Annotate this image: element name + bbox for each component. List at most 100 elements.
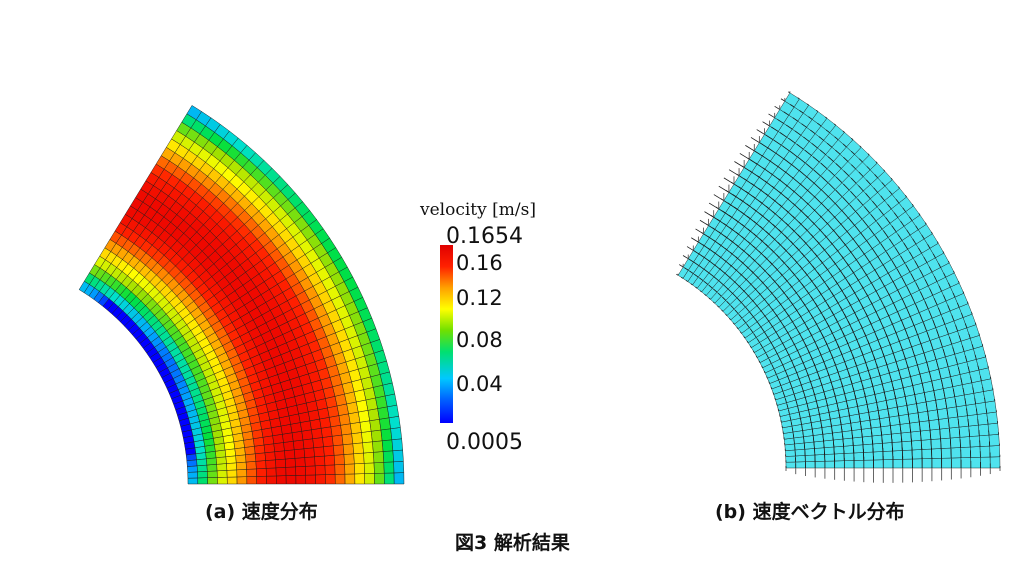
- mesh-cell: [920, 439, 932, 450]
- velocity-vector: [800, 418, 802, 425]
- velocity-vector: [745, 145, 755, 152]
- velocity-vector: [897, 289, 903, 299]
- velocity-vector: [782, 392, 786, 398]
- legend-tick-label: 0.16: [456, 251, 503, 275]
- velocity-vector: [726, 301, 731, 305]
- velocity-vector: [964, 398, 967, 406]
- mesh-cell: [899, 422, 911, 434]
- mesh-cell: [861, 435, 873, 446]
- velocity-vector: [873, 187, 878, 193]
- velocity-vector: [967, 301, 969, 304]
- mesh-cell: [936, 408, 949, 420]
- velocity-vector: [984, 354, 987, 358]
- mesh-cell: [785, 449, 796, 457]
- mesh-cell: [921, 448, 933, 459]
- velocity-vector: [776, 353, 781, 360]
- velocity-vector: [982, 386, 984, 392]
- mesh-cell: [931, 458, 942, 469]
- velocity-vector: [713, 264, 721, 270]
- velocity-vector: [858, 171, 864, 177]
- velocity-vector: [896, 310, 902, 321]
- mesh-cell: [980, 456, 991, 469]
- velocity-vector: [911, 204, 914, 207]
- mesh-cell: [970, 457, 981, 469]
- velocity-vector: [965, 355, 968, 362]
- velocity-vector: [739, 153, 750, 160]
- velocity-vector: [723, 284, 729, 290]
- velocity-vector: [738, 285, 745, 292]
- contour-cell: [235, 454, 247, 464]
- mesh-cell: [911, 440, 922, 451]
- velocity-vector: [929, 288, 934, 296]
- velocity-vector: [912, 238, 917, 245]
- contour-cell: [302, 438, 315, 449]
- velocity-vector: [958, 335, 962, 342]
- velocity-vector: [863, 253, 870, 263]
- velocity-vector: [725, 313, 728, 316]
- contour-cell: [303, 447, 315, 458]
- velocity-vector: [935, 399, 938, 410]
- velocity-vector: [827, 209, 835, 218]
- velocity-vector: [866, 166, 871, 171]
- velocity-vector: [938, 263, 942, 268]
- velocity-vector: [936, 329, 940, 338]
- velocity-vector: [971, 344, 974, 349]
- velocity-vector: [907, 365, 911, 377]
- velocity-vector: [843, 157, 849, 162]
- contour-cell: [254, 444, 266, 455]
- velocity-vector: [921, 234, 925, 240]
- velocity-vector: [952, 292, 956, 298]
- mesh-cell: [947, 416, 960, 429]
- velocity-vector: [835, 176, 843, 184]
- velocity-vector: [892, 281, 898, 291]
- velocity-vector: [758, 360, 761, 363]
- contour-cell: [256, 475, 267, 485]
- velocity-vector: [783, 111, 790, 116]
- velocity-vector: [785, 370, 789, 377]
- velocity-vector: [695, 228, 704, 235]
- contour-cell: [382, 450, 394, 463]
- velocity-vector: [874, 289, 881, 300]
- velocity-vector-panel: [676, 91, 1001, 483]
- velocity-vector: [753, 333, 757, 338]
- mesh-cell: [888, 415, 901, 426]
- mesh-cell: [880, 425, 892, 436]
- velocity-vector: [803, 136, 810, 142]
- velocity-vector: [868, 227, 875, 236]
- velocity-vector: [730, 305, 735, 310]
- mesh-cell: [940, 437, 952, 449]
- velocity-vector: [887, 313, 893, 325]
- contour-cell: [293, 439, 305, 450]
- contour-cell: [374, 472, 385, 485]
- velocity-vector: [719, 268, 726, 274]
- velocity-vector: [769, 160, 779, 168]
- velocity-vector: [755, 355, 758, 358]
- velocity-vector: [978, 333, 980, 336]
- velocity-vector: [800, 383, 804, 392]
- contour-cell: [207, 477, 218, 485]
- velocity-vector: [938, 419, 941, 430]
- contour-cell: [283, 440, 295, 451]
- velocity-vector: [962, 345, 965, 352]
- velocity-vector: [795, 399, 798, 407]
- mesh-cell: [872, 443, 884, 453]
- velocity-vector: [925, 400, 928, 412]
- velocity-vector: [799, 196, 809, 205]
- velocity-vector: [942, 251, 945, 254]
- velocity-vector: [890, 177, 893, 180]
- contour-cell: [323, 445, 335, 457]
- contour-cell: [367, 408, 380, 422]
- velocity-vector: [810, 129, 816, 135]
- velocity-vector: [912, 383, 916, 395]
- velocity-vector: [819, 149, 826, 155]
- velocity-vector: [779, 359, 784, 365]
- velocity-vector: [802, 390, 806, 398]
- velocity-vector: [734, 309, 739, 314]
- velocity-vector: [732, 293, 738, 299]
- velocity-vector: [893, 212, 899, 218]
- velocity-vector: [865, 273, 872, 284]
- velocity-vector: [870, 214, 877, 222]
- velocity-vector: [713, 276, 719, 282]
- velocity-vector: [931, 231, 933, 234]
- velocity-vector: [871, 248, 879, 257]
